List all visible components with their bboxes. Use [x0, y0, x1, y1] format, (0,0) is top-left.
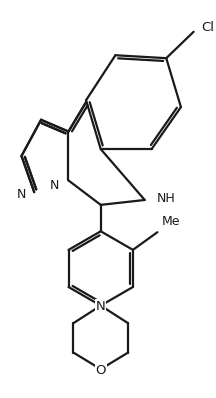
- Text: Me: Me: [161, 215, 180, 228]
- Text: O: O: [95, 364, 106, 377]
- Text: Cl: Cl: [202, 21, 214, 34]
- Text: N: N: [17, 187, 26, 201]
- Text: N: N: [49, 179, 59, 192]
- Text: N: N: [96, 300, 106, 313]
- Text: NH: NH: [156, 191, 175, 205]
